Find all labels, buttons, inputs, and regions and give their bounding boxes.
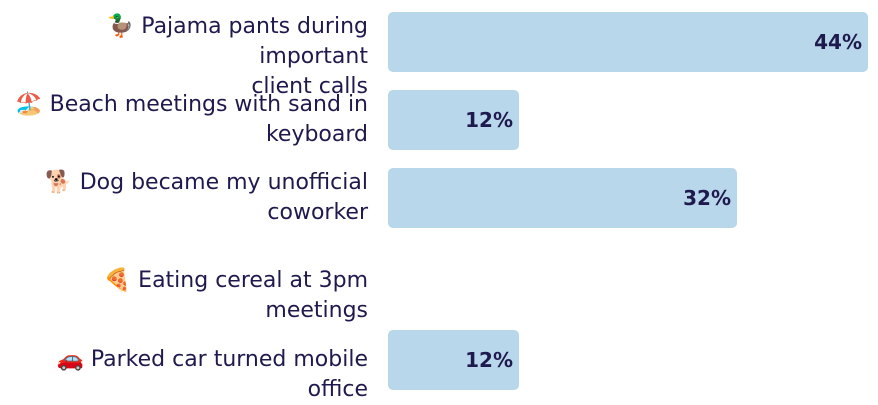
category-label-line: 🍕 Eating cereal at 3pm meetings xyxy=(103,268,368,323)
value-label: 12% xyxy=(465,108,513,132)
category-label: 🚗 Parked car turned mobile office xyxy=(0,345,368,405)
category-label: 🦆 Pajama pants during important client ca… xyxy=(0,12,368,102)
bar-row: 🏖️ Beach meetings with sand in keyboard 12… xyxy=(0,90,878,150)
bar-row: 🚗 Parked car turned mobile office 12% xyxy=(0,330,878,402)
category-label-line: 🦆 Pajama pants during important xyxy=(106,14,368,69)
category-label-line: keyboard xyxy=(265,122,368,147)
bar-row: 🦆 Pajama pants during important client ca… xyxy=(0,12,878,99)
category-label-line: 🏖️ Beach meetings with sand in xyxy=(15,92,368,117)
bar xyxy=(388,330,519,390)
category-label: 🐕 Dog became my unofficial coworker xyxy=(0,168,368,228)
category-label: 🍕 Eating cereal at 3pm meetings xyxy=(0,266,368,326)
category-label-line: 🚗 Parked car turned mobile office xyxy=(56,347,368,402)
category-label-line: client calls xyxy=(251,74,368,99)
value-label: 32% xyxy=(683,186,731,210)
bar xyxy=(388,90,519,150)
category-label-line: 🐕 Dog became my unofficial xyxy=(45,170,368,195)
bar-row: 🍕 Eating cereal at 3pm meetings xyxy=(0,251,878,323)
bar xyxy=(388,12,868,72)
bar xyxy=(388,168,737,228)
category-label-line: coworker xyxy=(267,200,368,225)
category-label: 🏖️ Beach meetings with sand in keyboard xyxy=(0,90,368,150)
value-label: 12% xyxy=(465,348,513,372)
value-label: 44% xyxy=(814,30,862,54)
bar-row: 🐕 Dog became my unofficial coworker 32% xyxy=(0,168,878,228)
